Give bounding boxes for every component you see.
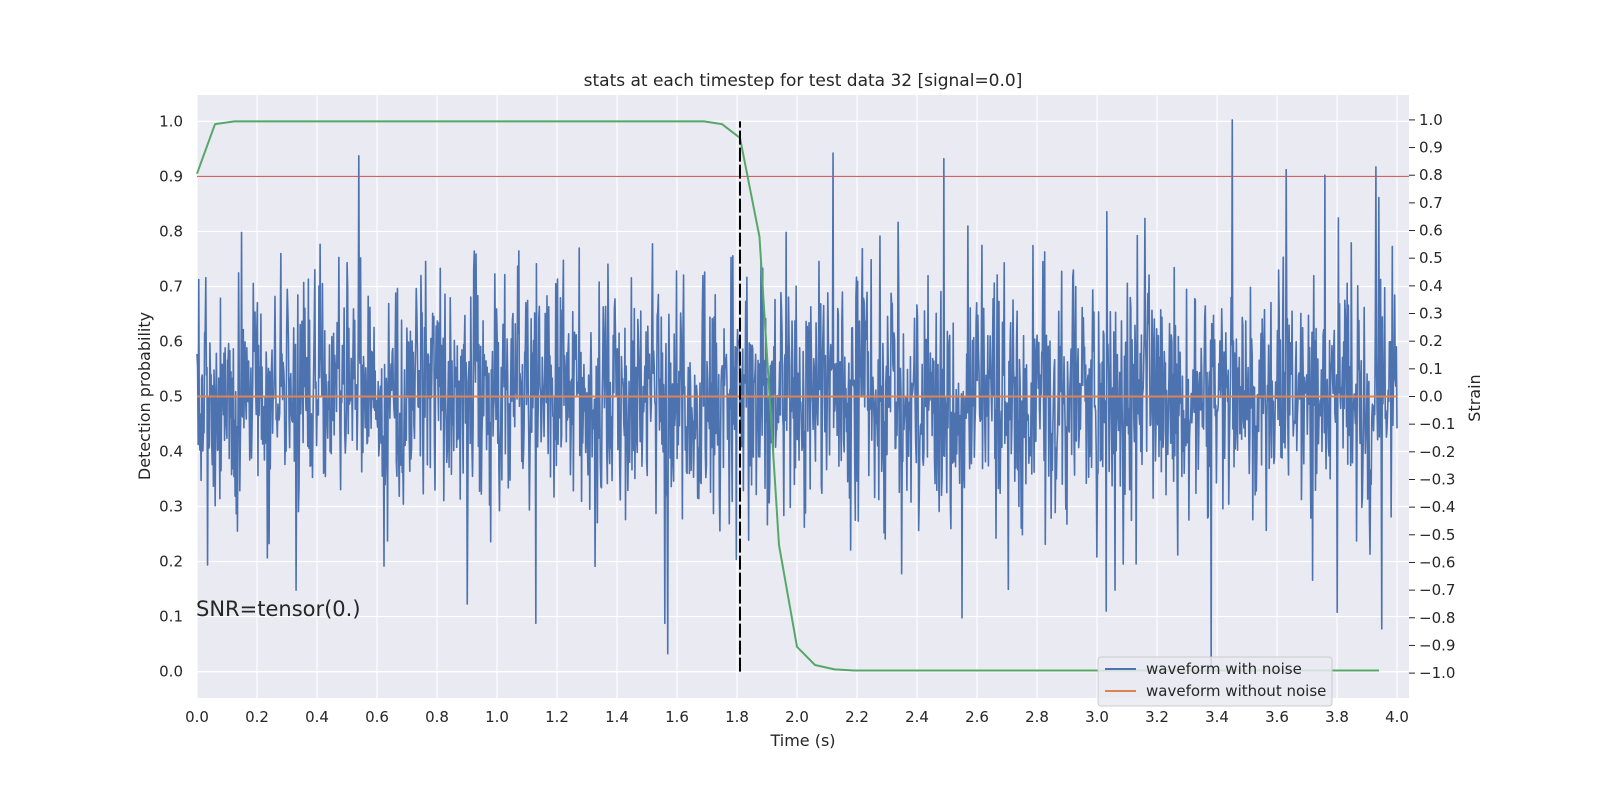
x-tick-label: 0.8 <box>425 708 449 726</box>
data-layer <box>196 119 1409 672</box>
y-right-tick-label: 0.6 <box>1419 222 1443 240</box>
y-tick-label: 0.0 <box>159 663 183 681</box>
y-tick-label: 0.3 <box>159 498 183 516</box>
y-right-tick-label: −1.0 <box>1419 664 1455 682</box>
x-tick-label: 1.2 <box>545 708 569 726</box>
y-right-tick-label: 0.3 <box>1419 305 1443 323</box>
y-axis-label-right: Strain <box>1465 374 1484 421</box>
legend-label-waveform-with-noise: waveform with noise <box>1146 660 1302 678</box>
y-right-tick-label: −0.4 <box>1419 498 1455 516</box>
x-tick-label: 1.8 <box>725 708 749 726</box>
x-tick-label: 3.0 <box>1085 708 1109 726</box>
y-tick-label: 0.5 <box>159 388 183 406</box>
y-right-tick-label: −0.2 <box>1419 443 1455 461</box>
x-tick-label: 2.0 <box>785 708 809 726</box>
x-tick-label: 0.4 <box>305 708 329 726</box>
x-tick-label: 2.2 <box>845 708 869 726</box>
series-line-detection-probability <box>196 120 1379 672</box>
y-tick-label: 0.4 <box>159 443 183 461</box>
y-right-tick-label: 0.7 <box>1419 194 1443 212</box>
x-tick-label: 3.6 <box>1265 708 1289 726</box>
y-tick-label: 0.8 <box>159 222 183 240</box>
series-line-waveform-with-noise <box>196 119 1398 669</box>
x-tick-label: 0.6 <box>365 708 389 726</box>
y-right-tick-label: −0.7 <box>1419 581 1455 599</box>
y-right-tick-label: 0.9 <box>1419 139 1443 157</box>
x-tick-label: 3.4 <box>1205 708 1229 726</box>
y-right-tick-label: 0.5 <box>1419 249 1443 267</box>
y-right-tick-label: 1.0 <box>1419 111 1443 129</box>
y-tick-label: 0.2 <box>159 553 183 571</box>
y-right-tick-label: −0.1 <box>1419 415 1455 433</box>
chart-title: stats at each timestep for test data 32 … <box>584 71 1023 91</box>
x-tick-label: 3.2 <box>1145 708 1169 726</box>
x-tick-label: 2.4 <box>905 708 929 726</box>
y-right-tick-label: 0.4 <box>1419 277 1443 295</box>
legend-label-waveform-without-noise: waveform without noise <box>1146 682 1326 700</box>
y-right-tick-label: 0.8 <box>1419 166 1443 184</box>
x-tick-label: 2.6 <box>965 708 989 726</box>
x-tick-label: 0.2 <box>245 708 269 726</box>
y-axis-label-left: Detection probability <box>135 312 154 480</box>
y-right-tick-label: 0.2 <box>1419 332 1443 350</box>
y-right-tick-label: −0.5 <box>1419 526 1455 544</box>
y-tick-label: 0.9 <box>159 167 183 185</box>
x-tick-label: 1.6 <box>665 708 689 726</box>
legend: waveform with noise waveform without noi… <box>1097 656 1333 707</box>
x-tick-label: 2.8 <box>1025 708 1049 726</box>
x-tick-label: 1.0 <box>485 708 509 726</box>
y-tick-label: 1.0 <box>159 112 183 130</box>
x-tick-label: 3.8 <box>1325 708 1349 726</box>
x-axis-label: Time (s) <box>769 731 835 750</box>
y-right-tick-label: −0.3 <box>1419 470 1455 488</box>
x-tick-label: 4.0 <box>1385 708 1409 726</box>
y-tick-label: 0.7 <box>159 277 183 295</box>
y-right-tick-label: −0.9 <box>1419 636 1455 654</box>
x-tick-label: 0.0 <box>185 708 209 726</box>
y-tick-label: 0.1 <box>159 608 183 626</box>
y-tick-label: 0.6 <box>159 332 183 350</box>
y-right-tick-label: 0.1 <box>1419 360 1443 378</box>
y-right-tick-label: −0.6 <box>1419 553 1455 571</box>
y-right-tick-label: 0.0 <box>1419 388 1443 406</box>
x-tick-label: 1.4 <box>605 708 629 726</box>
snr-annotation: SNR=tensor(0.) <box>196 597 361 621</box>
axis-ticks: 0.0 0.2 0.4 0.6 0.8 1.0 1.2 1.4 1.6 1.8 2.0 2.2 2.4 2… <box>159 111 1455 726</box>
legend-box <box>1097 656 1333 707</box>
y-right-tick-label: −0.8 <box>1419 609 1455 627</box>
